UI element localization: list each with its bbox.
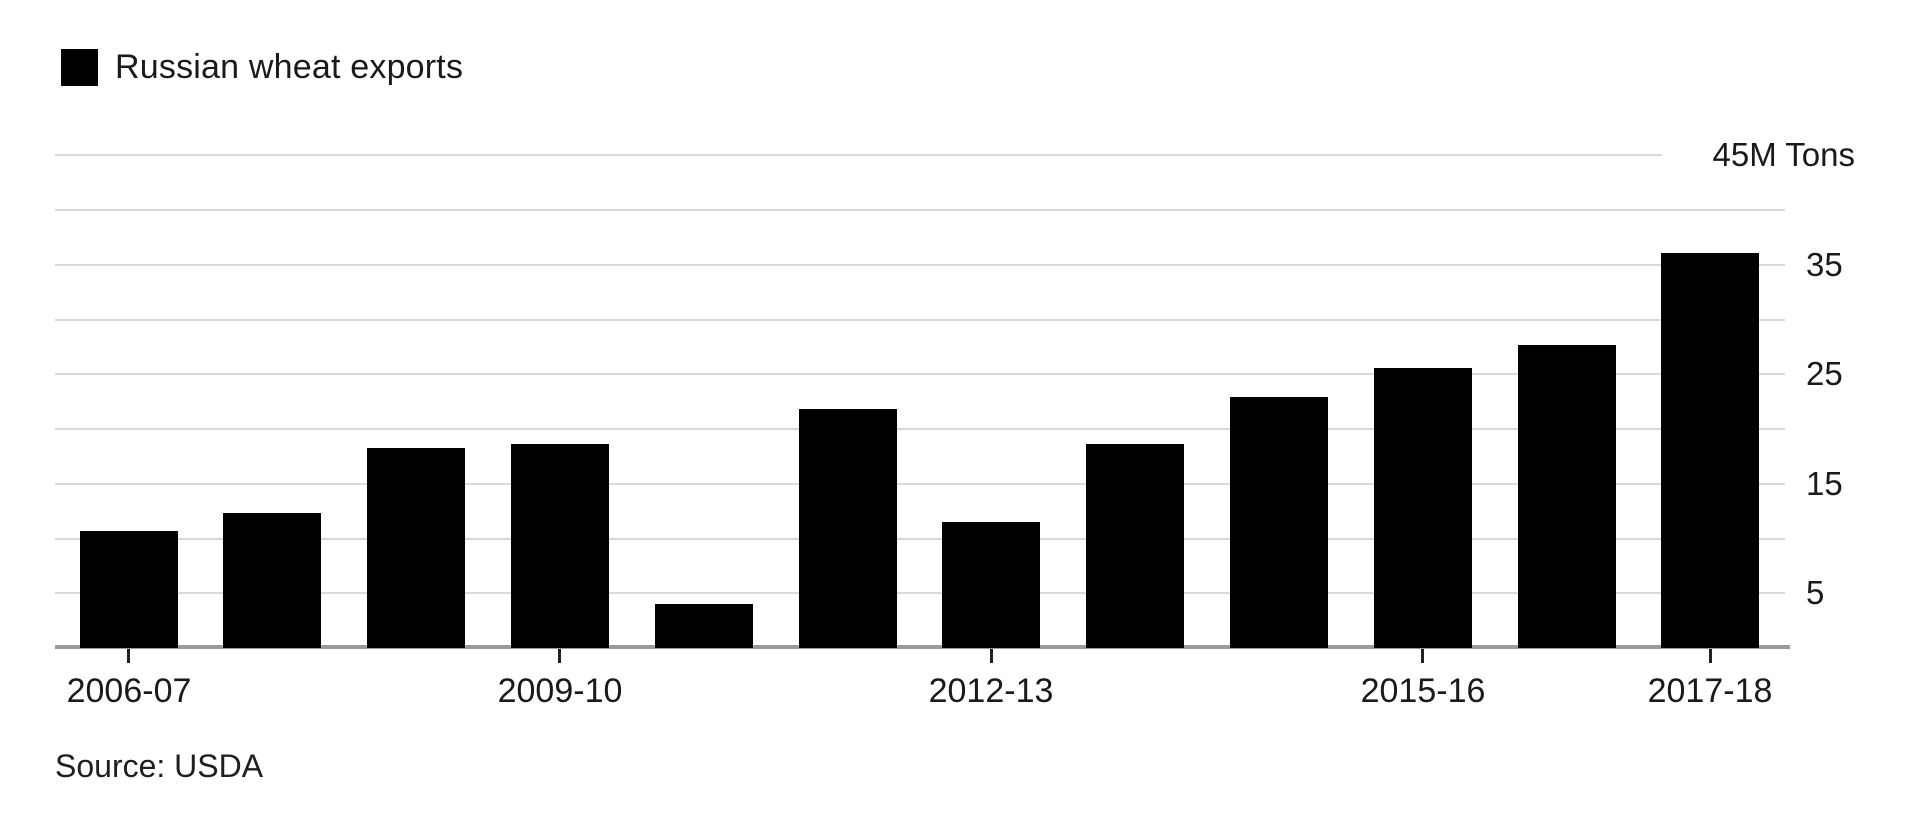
x-axis-label-2012-13: 2012-13 <box>928 672 1054 710</box>
legend: Russian wheat exports <box>61 48 463 87</box>
source-note: Source: USDA <box>55 748 264 784</box>
bar-2017-18 <box>1661 253 1759 648</box>
gridline-20 <box>55 428 1785 430</box>
y-axis-label-35: 35 <box>1806 246 1843 283</box>
legend-label: Russian wheat exports <box>115 48 464 86</box>
gridline-15 <box>55 482 1785 485</box>
x-tick-2012-13 <box>990 649 993 663</box>
x-tick-2009-10 <box>558 649 561 663</box>
gridline-30 <box>55 318 1785 321</box>
bar-2013-14 <box>1086 444 1184 648</box>
bar-2007-08 <box>223 513 321 648</box>
x-axis-label-2009-10: 2009-10 <box>497 672 623 710</box>
bar-2016-17 <box>1518 345 1616 648</box>
x-axis-label-2006-07: 2006-07 <box>66 672 192 710</box>
gridline-5 <box>55 592 1785 595</box>
bar-2015-16 <box>1374 368 1472 648</box>
bar-2009-10 <box>511 444 609 648</box>
x-axis-label-2015-16: 2015-16 <box>1360 672 1486 710</box>
bar-2006-07 <box>80 531 178 648</box>
gridline-45 <box>55 154 1662 157</box>
bar-2010-11 <box>655 604 753 648</box>
bar-2012-13 <box>942 522 1040 648</box>
y-axis-label-5: 5 <box>1806 574 1825 611</box>
bar-2014-15 <box>1230 397 1328 648</box>
gridline-40 <box>55 209 1785 211</box>
x-axis-line <box>55 645 1790 649</box>
bar-2011-12 <box>799 409 897 648</box>
x-tick-2015-16 <box>1421 649 1424 663</box>
y-axis-label-15: 15 <box>1806 465 1843 502</box>
x-axis-label-2017-18: 2017-18 <box>1647 672 1773 710</box>
gridline-35 <box>55 263 1785 266</box>
bar-2008-09 <box>367 448 465 648</box>
gridline-10 <box>55 537 1785 540</box>
y-axis-label-25: 25 <box>1806 355 1843 392</box>
x-tick-2017-18 <box>1709 649 1712 663</box>
x-tick-2006-07 <box>127 649 130 663</box>
gridline-25 <box>55 373 1785 376</box>
y-axis-label-45: 45M Tons <box>1712 136 1855 173</box>
legend-swatch <box>61 49 98 86</box>
